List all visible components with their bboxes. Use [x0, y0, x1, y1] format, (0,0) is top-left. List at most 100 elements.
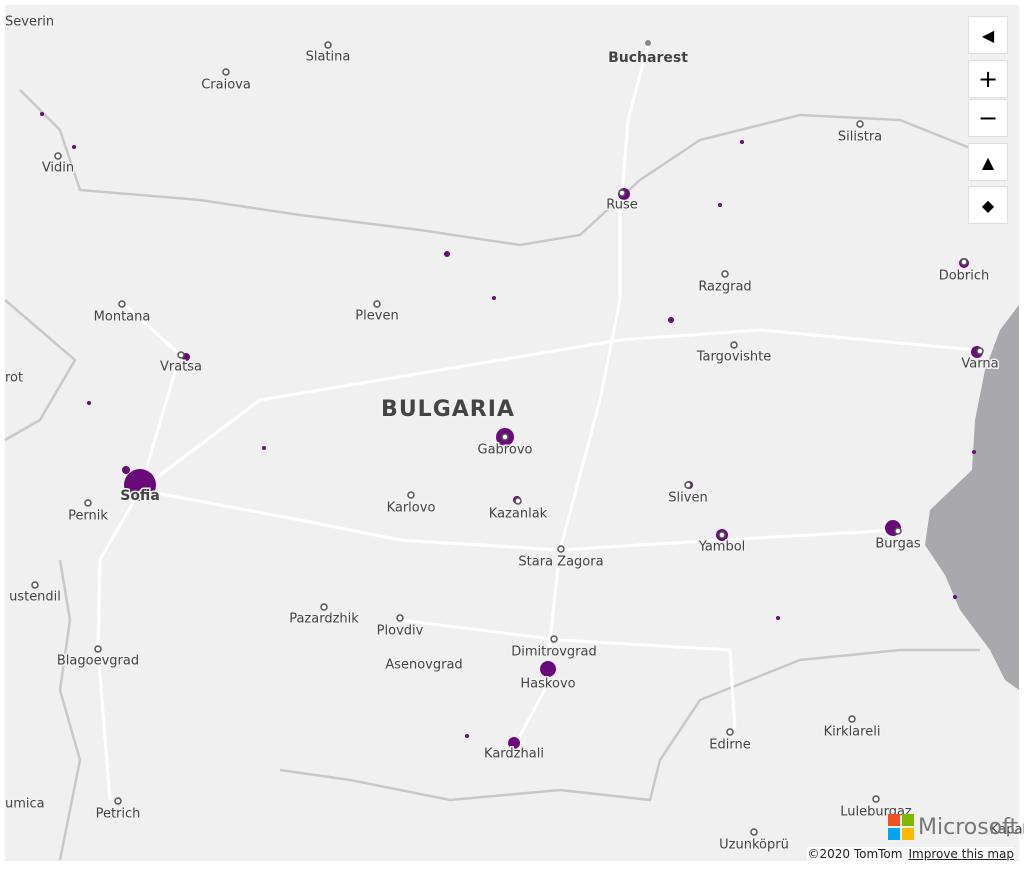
- city-label: Burgas: [875, 537, 920, 552]
- attribution: ©2020 TomTom Improve this map: [807, 847, 1014, 861]
- city-dot: [324, 41, 332, 49]
- data-cluster: [492, 296, 496, 300]
- city-label: umica: [5, 797, 45, 812]
- city-dot: [118, 300, 126, 308]
- borders: [4, 89, 1001, 861]
- city-label: Slatina: [306, 50, 351, 65]
- city-dot: [114, 797, 122, 805]
- city-dot: [550, 635, 558, 643]
- city-label: Kazanlak: [489, 507, 548, 522]
- city-dot: [222, 68, 230, 76]
- data-cluster: [465, 734, 469, 738]
- zoom-in-button[interactable]: +: [968, 60, 1008, 98]
- city-dot: [514, 497, 522, 505]
- city-dot: [84, 499, 92, 507]
- city-dot: [31, 581, 39, 589]
- city-label: Gabrovo: [478, 443, 533, 458]
- data-cluster: [740, 140, 744, 144]
- data-cluster: [72, 145, 76, 149]
- data-cluster: [262, 446, 266, 450]
- city-label: Edirne: [709, 738, 750, 753]
- capital-label: Bucharest: [608, 50, 688, 66]
- city-label: Craiova: [201, 78, 251, 93]
- city-label: Plovdiv: [377, 624, 424, 639]
- city-dot: [177, 351, 185, 359]
- city-label: Pernik: [68, 509, 108, 524]
- city-label: Dobrich: [939, 269, 990, 284]
- city-label: Targovishte: [696, 350, 772, 365]
- city-dot: [894, 527, 902, 535]
- city-label: Silistra: [838, 130, 882, 145]
- city-label: Kardzhali: [484, 747, 544, 762]
- city-label: Severin: [5, 15, 54, 30]
- city-dot: [54, 152, 62, 160]
- data-cluster: [508, 737, 520, 749]
- logo: Microsoft: [888, 814, 1018, 840]
- city-dot: [976, 347, 984, 355]
- data-cluster: [776, 616, 780, 620]
- city-dot: [726, 728, 734, 736]
- city-dot: [407, 491, 415, 499]
- city-dot: [320, 603, 328, 611]
- data-cluster: [124, 469, 156, 501]
- logo-text: Microsoft: [918, 814, 1019, 840]
- city-label: Kirklareli: [824, 725, 881, 740]
- city-dot: [94, 645, 102, 653]
- city-dot: [872, 795, 880, 803]
- city-label: Vidin: [42, 161, 74, 176]
- city-label: Sliven: [668, 491, 707, 506]
- city-dot: [848, 715, 856, 723]
- city-label: Asenovgrad: [385, 658, 462, 673]
- compass-button[interactable]: ◆: [968, 186, 1008, 224]
- zoom-out-button[interactable]: −: [968, 99, 1008, 137]
- city-label: Dimitrovgrad: [511, 645, 597, 660]
- city-dot: [960, 258, 968, 266]
- country-label: BULGARIA: [381, 397, 515, 422]
- city-label: Blagoevgrad: [57, 654, 139, 669]
- city-dot: [856, 120, 864, 128]
- city-dot: [730, 341, 738, 349]
- city-label: Petrich: [96, 807, 141, 822]
- data-cluster: [668, 317, 674, 323]
- pitch-button[interactable]: ▲: [968, 143, 1008, 181]
- data-cluster: [444, 251, 450, 257]
- city-label: Sofia: [120, 488, 160, 504]
- capital-dot: [645, 40, 651, 46]
- city-dot: [557, 545, 565, 553]
- city-dot: [501, 433, 509, 441]
- city-label: Razgrad: [698, 280, 751, 295]
- city-label: rot: [5, 371, 23, 386]
- data-cluster: [540, 661, 556, 677]
- city-label: Karlovo: [387, 501, 436, 516]
- data-cluster: [122, 466, 130, 474]
- city-label: Haskovo: [520, 677, 575, 692]
- black-sea: [925, 305, 1019, 690]
- city-label: Pleven: [355, 309, 398, 324]
- city-label: Montana: [94, 310, 151, 325]
- city-label: Pazardzhik: [289, 612, 359, 627]
- city-label: Kapakli: [990, 823, 1024, 838]
- city-dot: [750, 828, 758, 836]
- city-label: Vratsa: [160, 360, 202, 375]
- style-picker-button[interactable]: ◀: [968, 16, 1008, 54]
- data-cluster: [718, 203, 722, 207]
- city-dot: [618, 189, 626, 197]
- city-label: Yambol: [698, 540, 746, 555]
- city-dot: [373, 300, 381, 308]
- data-cluster: [972, 450, 976, 454]
- data-cluster: [87, 401, 91, 405]
- city-label: Varna: [961, 357, 998, 372]
- city-dot: [684, 481, 692, 489]
- improve-link[interactable]: Improve this map: [908, 847, 1014, 861]
- city-dot: [721, 270, 729, 278]
- city-label: Ruse: [606, 198, 637, 213]
- city-dot: [718, 531, 726, 539]
- city-dot: [396, 614, 404, 622]
- logo-icon: [888, 814, 914, 840]
- data-cluster: [40, 112, 44, 116]
- data-cluster: [953, 595, 957, 599]
- city-label: Uzunköprü: [719, 838, 789, 853]
- copyright: ©2020 TomTom: [807, 847, 903, 861]
